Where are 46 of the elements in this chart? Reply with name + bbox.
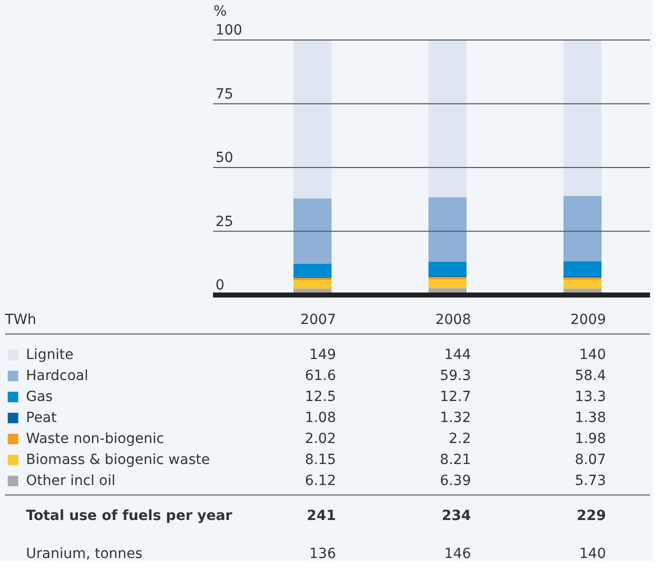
data-label: 1.38 — [574, 410, 606, 426]
legend-label: Waste non-biogenic — [26, 431, 164, 447]
data-label: 8.21 — [440, 452, 471, 468]
data-label: 144 — [444, 347, 472, 363]
data-label: 2.2 — [448, 431, 471, 447]
category-label: 2007 — [300, 312, 336, 328]
data-label: 1.08 — [304, 410, 336, 426]
text: Uranium, tonnes — [26, 546, 142, 562]
y-tick-label: 50 — [216, 150, 234, 166]
data-label: 149 — [309, 347, 336, 363]
data-label: 140 — [579, 347, 606, 363]
text: 234 — [442, 508, 471, 524]
data-label: 12.5 — [304, 389, 336, 405]
y-tick-label: 100 — [216, 22, 242, 38]
text: 229 — [576, 508, 606, 524]
data-label: 2.02 — [304, 431, 336, 447]
data-label: 1.32 — [440, 410, 471, 426]
text: 146 — [444, 546, 472, 562]
y-tick-label: 0 — [216, 278, 224, 294]
legend-label: Gas — [26, 389, 53, 405]
data-label: 12.7 — [440, 389, 471, 405]
category-label: 2009 — [570, 312, 606, 328]
legend-label: Other incl oil — [26, 473, 116, 489]
y-tick-label: 25 — [216, 214, 234, 230]
y-axis-title: % — [214, 4, 227, 20]
data-label: 58.4 — [574, 368, 606, 384]
data-label: 6.12 — [304, 473, 336, 489]
category-label: 2008 — [435, 312, 471, 328]
data-label: 1.98 — [574, 431, 606, 447]
legend-label: Lignite — [26, 347, 74, 363]
data-label: 6.39 — [440, 473, 471, 489]
legend-label: Peat — [26, 410, 58, 426]
legend-title: TWh — [4, 312, 36, 328]
data-label: 13.3 — [574, 389, 606, 405]
text: 136 — [309, 546, 336, 562]
y-tick-label: 75 — [216, 86, 234, 102]
legend-label: Hardcoal — [26, 368, 88, 384]
data-label: 59.3 — [440, 368, 471, 384]
text: 241 — [306, 508, 336, 524]
data-label: 8.07 — [574, 452, 606, 468]
legend-label: Biomass & biogenic waste — [26, 452, 210, 468]
text: Total use of fuels per year — [26, 508, 232, 524]
text: 140 — [579, 546, 606, 562]
data-label: 5.73 — [574, 473, 606, 489]
data-label: 61.6 — [304, 368, 336, 384]
data-label: 8.15 — [304, 452, 336, 468]
